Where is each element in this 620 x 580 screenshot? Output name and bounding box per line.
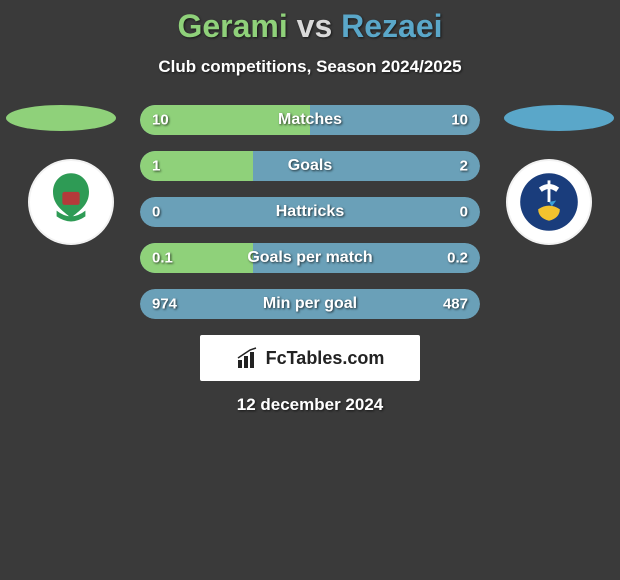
stat-value-right: 10 [451,112,468,129]
club-logo-right-icon [513,166,585,238]
player2-club-logo [506,159,592,245]
date-text: 12 december 2024 [0,395,620,415]
subtitle: Club competitions, Season 2024/2025 [0,57,620,77]
brand-text: FcTables.com [266,348,385,369]
vs-text: vs [297,8,333,44]
player1-disc [6,105,116,131]
club-logo-left-icon [35,166,107,238]
stat-value-right: 487 [443,296,468,313]
stat-label: Hattricks [140,203,480,221]
player2-disc [504,105,614,131]
stats-bars: 10Matches10 1Goals2 0Hattricks0 0.1Goals pe… [140,105,480,319]
player2-name: Rezaei [341,8,442,44]
stat-row: 1Goals2 [140,151,480,181]
stat-row: 0.1Goals per match0.2 [140,243,480,273]
stat-label: Goals per match [140,249,480,267]
brand-box: FcTables.com [200,335,420,381]
player1-club-logo [28,159,114,245]
page-title: Gerami vs Rezaei [0,8,620,45]
stat-value-right: 0 [460,204,468,221]
stat-value-right: 0.2 [447,250,468,267]
stat-label: Goals [140,157,480,175]
stat-label: Matches [140,111,480,129]
comparison-body: 10Matches10 1Goals2 0Hattricks0 0.1Goals pe… [0,105,620,415]
stat-row: 974Min per goal487 [140,289,480,319]
stat-label: Min per goal [140,295,480,313]
stat-row: 10Matches10 [140,105,480,135]
bar-chart-icon [236,346,260,370]
stat-row: 0Hattricks0 [140,197,480,227]
stat-value-right: 2 [460,158,468,175]
player1-name: Gerami [177,8,287,44]
